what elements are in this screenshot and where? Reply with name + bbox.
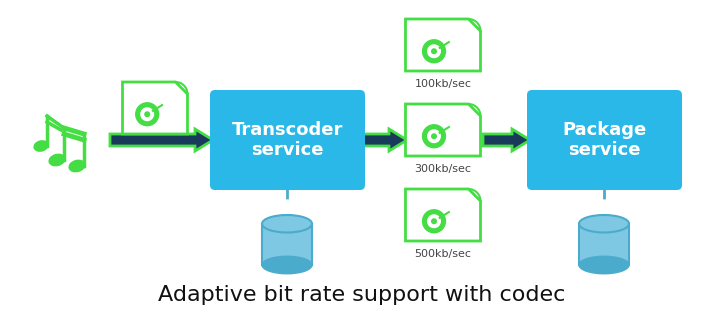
FancyArrow shape: [110, 129, 213, 151]
Circle shape: [432, 134, 436, 139]
Circle shape: [422, 125, 445, 148]
Text: Package
service: Package service: [562, 121, 646, 159]
Ellipse shape: [262, 256, 312, 274]
Polygon shape: [406, 189, 481, 241]
Circle shape: [422, 210, 445, 233]
FancyArrow shape: [362, 129, 407, 151]
Text: Adaptive bit rate support with codec: Adaptive bit rate support with codec: [158, 285, 565, 305]
Ellipse shape: [262, 215, 312, 232]
FancyBboxPatch shape: [527, 90, 682, 190]
FancyBboxPatch shape: [210, 90, 365, 190]
Text: 500kb/sec: 500kb/sec: [414, 249, 471, 259]
Circle shape: [136, 103, 158, 126]
Circle shape: [141, 108, 153, 121]
Circle shape: [432, 219, 436, 224]
Circle shape: [422, 40, 445, 63]
FancyArrow shape: [483, 129, 530, 151]
Text: 100kb/sec: 100kb/sec: [414, 79, 471, 89]
Polygon shape: [122, 82, 187, 134]
Circle shape: [145, 112, 150, 117]
Circle shape: [428, 215, 440, 228]
Circle shape: [432, 49, 436, 54]
Ellipse shape: [579, 215, 629, 232]
Circle shape: [428, 130, 440, 143]
Ellipse shape: [579, 256, 629, 274]
Polygon shape: [406, 19, 481, 71]
Bar: [262, 224, 312, 265]
Circle shape: [428, 45, 440, 58]
Ellipse shape: [49, 154, 65, 166]
Text: 300kb/sec: 300kb/sec: [414, 164, 471, 174]
Ellipse shape: [34, 141, 48, 151]
Polygon shape: [406, 104, 481, 156]
Bar: [579, 224, 629, 265]
Text: Transcoder
service: Transcoder service: [232, 121, 343, 159]
Ellipse shape: [69, 160, 85, 172]
